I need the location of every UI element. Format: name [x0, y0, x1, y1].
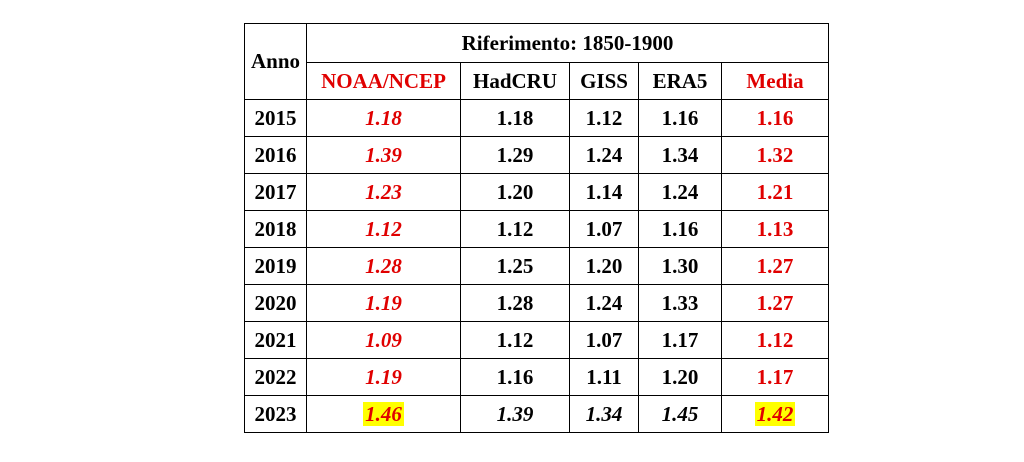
media-value: 1.17 — [721, 358, 829, 396]
year-cell: 2021 — [244, 321, 307, 359]
table-row: 2017 1.23 1.20 1.14 1.24 1.21 — [244, 173, 829, 211]
media-value: 1.27 — [721, 284, 829, 322]
year-cell: 2015 — [244, 99, 307, 137]
table-row: 2015 1.18 1.18 1.12 1.16 1.16 — [244, 99, 829, 137]
table-row: 2018 1.12 1.12 1.07 1.16 1.13 — [244, 210, 829, 248]
media-value: 1.13 — [721, 210, 829, 248]
year-cell: 2019 — [244, 247, 307, 285]
temperature-anomaly-table: Anno Riferimento: 1850-1900 NOAA/NCEP Ha… — [244, 23, 829, 433]
giss-value: 1.34 — [569, 395, 639, 433]
hadcru-value: 1.25 — [460, 247, 570, 285]
noaa-value: 1.39 — [306, 136, 461, 174]
year-column-header: Anno — [244, 23, 307, 100]
table-row: 2021 1.09 1.12 1.07 1.17 1.12 — [244, 321, 829, 359]
noaa-value: 1.09 — [306, 321, 461, 359]
year-cell: 2016 — [244, 136, 307, 174]
noaa-value: 1.23 — [306, 173, 461, 211]
media-value-highlighted: 1.42 — [721, 395, 829, 433]
noaa-value: 1.28 — [306, 247, 461, 285]
reference-period-header: Riferimento: 1850-1900 — [306, 23, 829, 63]
year-cell: 2018 — [244, 210, 307, 248]
table-row: 2022 1.19 1.16 1.11 1.20 1.17 — [244, 358, 829, 396]
era5-value: 1.33 — [638, 284, 722, 322]
hadcru-value: 1.20 — [460, 173, 570, 211]
media-value: 1.32 — [721, 136, 829, 174]
column-header-era5: ERA5 — [638, 62, 722, 100]
media-value: 1.16 — [721, 99, 829, 137]
table-row: 2016 1.39 1.29 1.24 1.34 1.32 — [244, 136, 829, 174]
giss-value: 1.07 — [569, 210, 639, 248]
media-value: 1.21 — [721, 173, 829, 211]
hadcru-value: 1.16 — [460, 358, 570, 396]
era5-value: 1.16 — [638, 99, 722, 137]
column-header-hadcru: HadCRU — [460, 62, 570, 100]
giss-value: 1.07 — [569, 321, 639, 359]
era5-value: 1.17 — [638, 321, 722, 359]
table-row: 2020 1.19 1.28 1.24 1.33 1.27 — [244, 284, 829, 322]
highlight-mark: 1.46 — [363, 401, 404, 426]
hadcru-value: 1.29 — [460, 136, 570, 174]
media-value: 1.12 — [721, 321, 829, 359]
giss-value: 1.24 — [569, 284, 639, 322]
era5-value: 1.16 — [638, 210, 722, 248]
era5-value: 1.24 — [638, 173, 722, 211]
noaa-value: 1.18 — [306, 99, 461, 137]
era5-value: 1.30 — [638, 247, 722, 285]
era5-value: 1.45 — [638, 395, 722, 433]
year-cell: 2022 — [244, 358, 307, 396]
column-header-media: Media — [721, 62, 829, 100]
hadcru-value: 1.39 — [460, 395, 570, 433]
noaa-value-highlighted: 1.46 — [306, 395, 461, 433]
hadcru-value: 1.18 — [460, 99, 570, 137]
era5-value: 1.20 — [638, 358, 722, 396]
table-row: 2019 1.28 1.25 1.20 1.30 1.27 — [244, 247, 829, 285]
giss-value: 1.12 — [569, 99, 639, 137]
media-value: 1.27 — [721, 247, 829, 285]
era5-value: 1.34 — [638, 136, 722, 174]
year-cell: 2017 — [244, 173, 307, 211]
noaa-value: 1.19 — [306, 358, 461, 396]
year-cell: 2023 — [244, 395, 307, 433]
hadcru-value: 1.28 — [460, 284, 570, 322]
giss-value: 1.24 — [569, 136, 639, 174]
noaa-value: 1.19 — [306, 284, 461, 322]
column-header-noaa-ncep: NOAA/NCEP — [306, 62, 461, 100]
giss-value: 1.14 — [569, 173, 639, 211]
noaa-value: 1.12 — [306, 210, 461, 248]
year-cell: 2020 — [244, 284, 307, 322]
hadcru-value: 1.12 — [460, 210, 570, 248]
table-row: 2023 1.46 1.39 1.34 1.45 1.42 — [244, 395, 829, 433]
giss-value: 1.20 — [569, 247, 639, 285]
giss-value: 1.11 — [569, 358, 639, 396]
hadcru-value: 1.12 — [460, 321, 570, 359]
highlight-mark: 1.42 — [754, 401, 796, 426]
column-header-giss: GISS — [569, 62, 639, 100]
